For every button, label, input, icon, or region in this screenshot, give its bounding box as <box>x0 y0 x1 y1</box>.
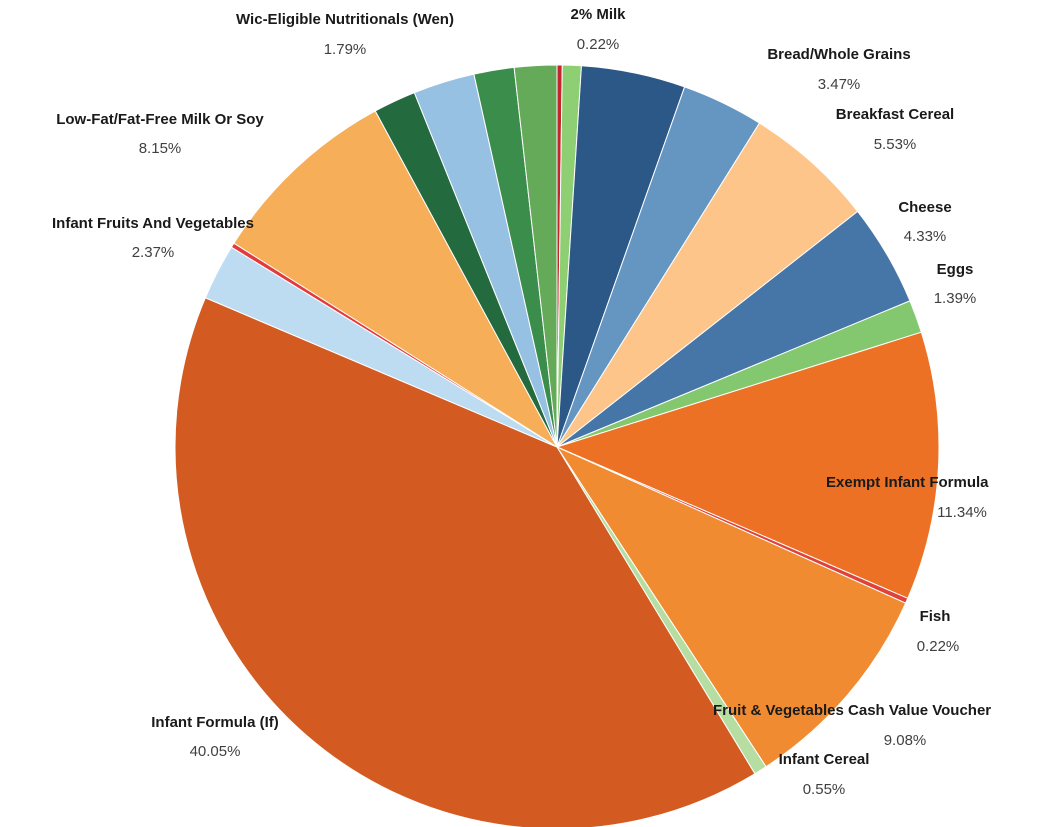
slice <box>233 110 559 449</box>
value-label: 11.34% <box>937 504 987 521</box>
value-label: 5.53% <box>874 136 917 153</box>
value-label: 1.79% <box>324 41 367 58</box>
value-label: 3.47% <box>818 76 861 93</box>
slice <box>555 331 940 599</box>
value-label: 40.05% <box>190 743 241 760</box>
slice-label: Cheese <box>898 199 951 216</box>
value-label: 0.22% <box>577 36 620 53</box>
value-label: 2.37% <box>132 244 175 261</box>
slice-label: Breakfast Cereal <box>836 106 954 123</box>
slice-label: 2% Milk <box>570 6 626 23</box>
value-label: 0.22% <box>917 638 960 655</box>
slice-label: Fish <box>920 608 951 625</box>
slice-label: Bread/Whole Grains <box>767 46 910 63</box>
value-label: 8.15% <box>139 140 182 157</box>
slice <box>513 64 558 448</box>
slice <box>556 122 859 448</box>
slice-label: Fruit & Vegetables Cash Value Voucher <box>713 702 991 719</box>
slice-label: Exempt Infant Formula <box>826 474 989 491</box>
value-label: 0.55% <box>803 781 846 798</box>
slice-label: Low-Fat/Fat-Free Milk Or Soy <box>56 111 264 128</box>
slice <box>555 445 907 768</box>
slice-label: Infant Fruits And Vegetables <box>52 215 254 232</box>
value-label: 1.39% <box>934 290 977 307</box>
value-label: 9.08% <box>884 732 927 749</box>
slice <box>174 297 756 827</box>
slice-label: Eggs <box>937 261 974 278</box>
slice-label: Infant Cereal <box>779 751 870 768</box>
value-label: 4.33% <box>904 228 947 245</box>
slice-label: Infant Formula (If) <box>151 714 279 731</box>
slice-label: Wic-Eligible Nutritionals (Wen) <box>236 11 454 28</box>
